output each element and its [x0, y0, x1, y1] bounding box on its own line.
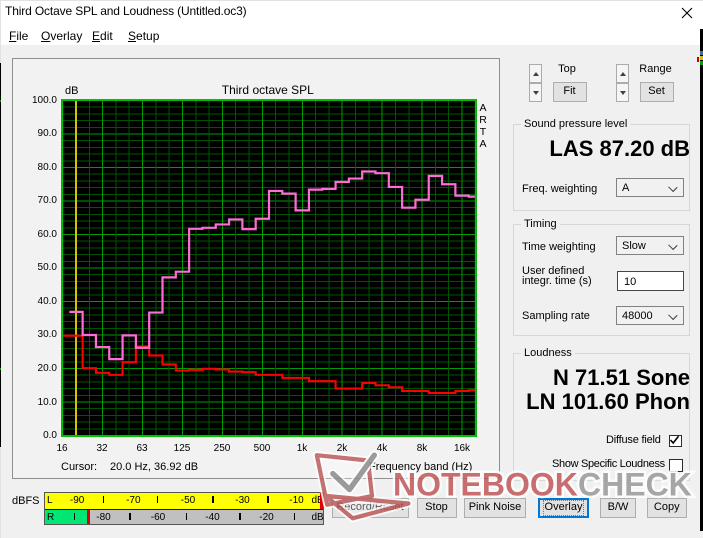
svg-text:CHECK: CHECK — [578, 467, 692, 503]
svg-text:NOTEBOOK: NOTEBOOK — [393, 467, 578, 503]
